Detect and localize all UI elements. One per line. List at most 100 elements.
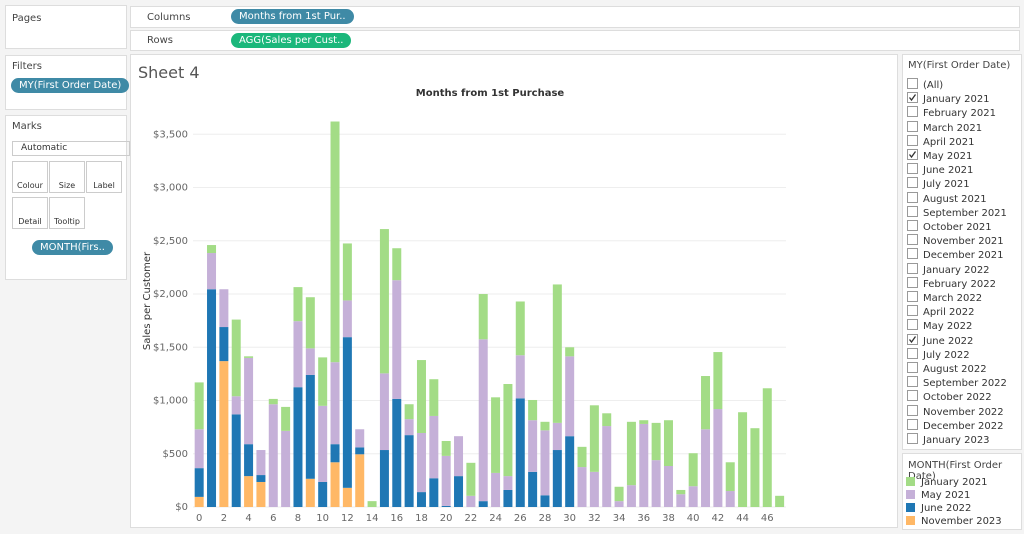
checkbox[interactable]: [907, 78, 918, 89]
checkbox[interactable]: [907, 92, 918, 104]
filter-item[interactable]: December 2021: [907, 248, 1003, 262]
bar-segment: [219, 361, 229, 507]
checkbox[interactable]: [907, 376, 918, 388]
filter-item[interactable]: (All): [907, 78, 943, 92]
legend-item[interactable]: January 2021: [906, 477, 988, 488]
filter-item-label: April 2021: [923, 136, 975, 148]
bar-segment: [565, 356, 575, 437]
mark-button[interactable]: Detail: [12, 197, 48, 229]
legend-item[interactable]: May 2021: [906, 490, 970, 501]
bar-segment: [552, 284, 562, 423]
bar-segment: [342, 243, 352, 301]
checkbox[interactable]: [907, 205, 918, 217]
bar-segment: [244, 356, 254, 358]
filter-item[interactable]: September 2022: [907, 376, 1007, 390]
checkbox[interactable]: [907, 163, 918, 175]
filter-item[interactable]: March 2022: [907, 291, 982, 305]
bar-segment: [441, 455, 451, 506]
bar-segment: [281, 430, 291, 507]
filter-item[interactable]: May 2021: [907, 149, 972, 163]
legend-card: MONTH(First Order Date): [902, 453, 1022, 530]
bar-segment: [268, 398, 278, 405]
bar-segment: [713, 409, 723, 507]
filter-item[interactable]: October 2021: [907, 220, 992, 234]
mark-type-dropdown[interactable]: Automatic: [12, 141, 130, 156]
check-icon: [908, 94, 917, 102]
filter-item[interactable]: July 2022: [907, 347, 970, 362]
filter-item[interactable]: August 2021: [907, 191, 987, 206]
legend-item[interactable]: June 2022: [906, 503, 971, 514]
mark-button-label: Tooltip: [54, 217, 80, 226]
legend-item[interactable]: November 2023: [906, 516, 1002, 527]
checkbox[interactable]: [907, 177, 918, 189]
bar-segment: [602, 413, 612, 427]
filter-item[interactable]: December 2022: [907, 418, 1003, 433]
filter-pill[interactable]: MY(First Order Date): [11, 78, 130, 93]
bar-segment: [355, 429, 365, 448]
checkbox[interactable]: [907, 276, 918, 288]
checkbox[interactable]: [907, 191, 918, 203]
checkbox[interactable]: [907, 362, 918, 373]
bar-segment: [503, 489, 513, 507]
mark-button[interactable]: Colour: [12, 161, 48, 193]
bar-segment: [577, 446, 587, 468]
filter-item[interactable]: January 2022: [907, 262, 990, 277]
checkbox[interactable]: [907, 418, 918, 430]
checkbox[interactable]: [907, 149, 918, 160]
mark-button[interactable]: Label: [86, 161, 122, 193]
checkbox[interactable]: [907, 262, 918, 274]
filter-item[interactable]: January 2021: [907, 92, 990, 106]
mark-button[interactable]: Tooltip: [49, 197, 85, 229]
checkbox[interactable]: [907, 305, 918, 317]
y-tick-label: $2,000: [153, 289, 188, 300]
checkbox[interactable]: [907, 134, 918, 146]
bar-segment: [429, 415, 439, 479]
bar-segment: [738, 412, 748, 507]
filter-item-label: January 2022: [923, 264, 990, 276]
filter-item[interactable]: April 2022: [907, 305, 974, 319]
checkbox[interactable]: [907, 106, 918, 118]
filter-item[interactable]: November 2022: [907, 404, 1004, 419]
filter-item[interactable]: June 2022: [907, 333, 973, 348]
filter-item-label: January 2021: [923, 94, 990, 106]
bar-segment: [614, 501, 624, 507]
x-tick-label: 46: [761, 513, 774, 524]
columns-pill[interactable]: Months from 1st Pur..: [231, 9, 354, 24]
filter-item[interactable]: January 2023: [907, 433, 990, 447]
filter-item-label: June 2021: [923, 165, 974, 177]
mark-button-label: Colour: [17, 181, 43, 190]
checkbox[interactable]: [907, 319, 918, 331]
bar-segment: [528, 399, 538, 421]
filter-item[interactable]: August 2022: [907, 362, 987, 376]
bar-segment: [305, 478, 315, 507]
filter-item[interactable]: May 2022: [907, 319, 972, 333]
filter-item[interactable]: April 2021: [907, 134, 975, 149]
bar-segment: [293, 287, 303, 322]
filter-item[interactable]: July 2021: [907, 177, 970, 191]
checkbox[interactable]: [907, 234, 918, 246]
filter-item[interactable]: March 2021: [907, 120, 982, 135]
bar-segment: [256, 450, 266, 476]
filter-item-label: December 2021: [923, 250, 1004, 262]
x-tick-label: 32: [588, 513, 601, 524]
checkbox[interactable]: [907, 347, 918, 359]
checkbox[interactable]: [907, 333, 918, 345]
mark-button[interactable]: Size: [49, 161, 85, 193]
checkbox[interactable]: [907, 433, 918, 444]
checkbox[interactable]: [907, 120, 918, 132]
checkbox[interactable]: [907, 220, 918, 231]
filter-item[interactable]: November 2021: [907, 234, 1004, 248]
filter-item[interactable]: February 2022: [907, 276, 996, 291]
checkbox[interactable]: [907, 248, 918, 260]
checkbox[interactable]: [907, 291, 918, 302]
filter-item[interactable]: September 2021: [907, 205, 1007, 220]
x-tick-label: 34: [613, 513, 626, 524]
x-tick-label: 28: [539, 513, 552, 524]
filter-item[interactable]: June 2021: [907, 163, 973, 177]
rows-pill[interactable]: AGG(Sales per Cust..: [231, 33, 352, 48]
filter-item[interactable]: October 2022: [907, 390, 992, 404]
filter-item[interactable]: February 2021: [907, 106, 996, 120]
mark-pill[interactable]: MONTH(Firs..: [32, 240, 113, 255]
checkbox[interactable]: [907, 390, 918, 402]
checkbox[interactable]: [907, 404, 918, 416]
